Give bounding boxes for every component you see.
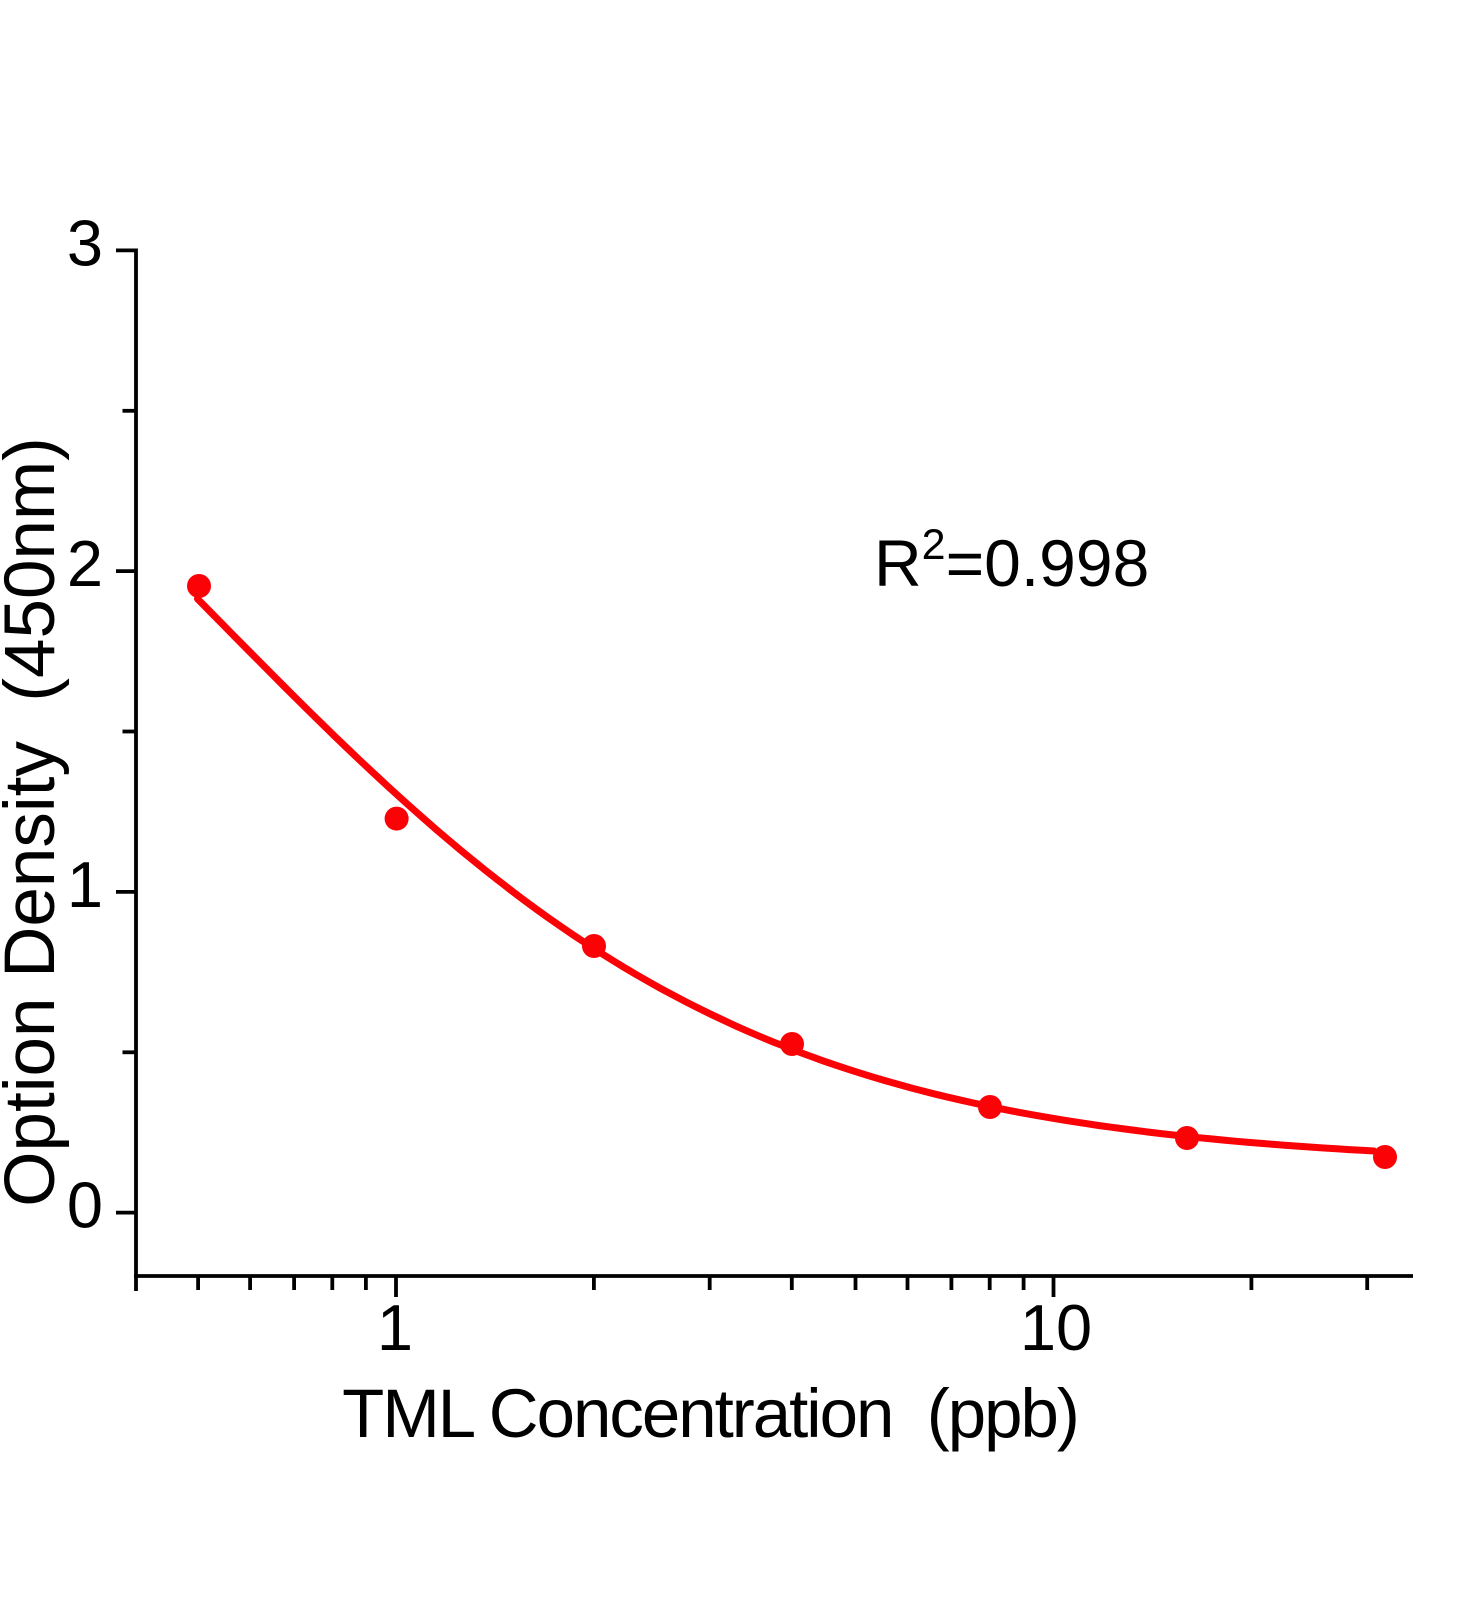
svg-text:R2=0.998: R2=0.998	[874, 521, 1149, 600]
svg-text:10: 10	[1020, 1291, 1092, 1364]
svg-text:2: 2	[67, 527, 103, 600]
svg-text:TML Concentration (ppb): TML Concentration (ppb)	[342, 1375, 1078, 1452]
svg-text:3: 3	[67, 206, 103, 279]
svg-text:0: 0	[67, 1169, 103, 1242]
svg-text:1: 1	[377, 1291, 413, 1364]
svg-text:Option Density (450nm): Option Density (450nm)	[0, 437, 70, 1207]
svg-text:1: 1	[67, 848, 103, 921]
